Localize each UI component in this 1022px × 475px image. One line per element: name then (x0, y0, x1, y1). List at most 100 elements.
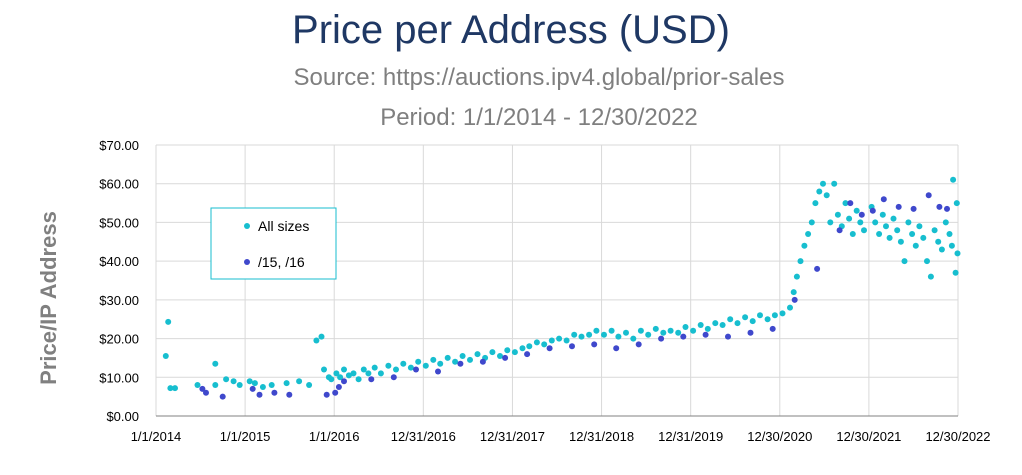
point-all-sizes (912, 242, 919, 249)
point-15-16 (613, 345, 620, 352)
point-15-16 (944, 205, 950, 212)
y-tick-label: $50.00 (99, 215, 139, 230)
x-tick-label: 12/30/2021 (836, 429, 901, 444)
point-all-sizes (452, 358, 459, 365)
point-all-sizes (162, 353, 169, 359)
point-all-sizes (890, 215, 897, 222)
point-15-16 (203, 389, 209, 396)
point-15-16 (910, 205, 917, 212)
point-all-sizes (601, 331, 607, 338)
x-tick-label: 12/31/2019 (658, 429, 723, 444)
point-all-sizes (623, 329, 629, 336)
point-all-sizes (519, 345, 526, 352)
y-tick-label: $20.00 (99, 332, 139, 347)
point-all-sizes (901, 258, 908, 265)
point-all-sizes (883, 223, 889, 230)
point-all-sizes (808, 219, 815, 226)
point-15-16 (680, 333, 687, 340)
legend-marker-all-sizes (244, 223, 250, 229)
point-all-sizes (645, 331, 652, 338)
point-15-16 (199, 385, 206, 392)
point-all-sizes (167, 385, 174, 392)
legend: All sizes /15, /16 (210, 207, 337, 280)
point-all-sizes (842, 200, 849, 207)
point-all-sizes (615, 333, 622, 340)
point-15-16 (769, 325, 776, 332)
x-tick-label: 12/30/2020 (747, 429, 812, 444)
point-all-sizes (931, 227, 938, 234)
point-all-sizes (400, 360, 407, 367)
y-tick-label: $10.00 (99, 370, 139, 385)
point-all-sizes (230, 378, 237, 385)
point-15-16 (880, 196, 887, 203)
point-all-sizes (318, 333, 325, 340)
legend-marker-15-16 (244, 259, 250, 265)
point-15-16 (524, 351, 531, 358)
point-15-16 (836, 227, 843, 234)
point-all-sizes (897, 238, 904, 245)
point-all-sizes (682, 324, 689, 330)
point-all-sizes (861, 227, 867, 234)
point-15-16 (925, 192, 932, 199)
point-all-sizes (757, 312, 763, 319)
point-all-sizes (886, 234, 893, 241)
point-15-16 (869, 207, 876, 214)
point-15-16 (502, 354, 509, 361)
point-all-sizes (296, 378, 303, 385)
point-all-sizes (920, 234, 927, 241)
point-all-sizes (779, 310, 786, 317)
point-15-16 (546, 345, 553, 352)
point-15-16 (457, 360, 464, 367)
point-15-16 (479, 358, 486, 365)
point-all-sizes (355, 376, 362, 383)
point-all-sizes (333, 370, 340, 377)
y-tick-label: $60.00 (99, 177, 139, 192)
point-all-sizes (578, 333, 585, 340)
point-15-16 (635, 341, 642, 348)
point-all-sizes (377, 370, 384, 377)
point-all-sizes (894, 227, 901, 234)
point-all-sizes (876, 231, 883, 237)
point-all-sizes (652, 325, 659, 332)
point-all-sizes (526, 343, 533, 350)
point-15-16 (332, 389, 339, 396)
data-points (162, 176, 961, 400)
point-all-sizes (742, 314, 749, 321)
point-all-sizes (306, 382, 313, 388)
point-all-sizes (371, 364, 378, 371)
point-all-sizes (172, 385, 178, 392)
point-all-sizes (857, 219, 864, 226)
x-tick-label: 12/30/2022 (925, 429, 990, 444)
point-all-sizes (246, 378, 253, 385)
point-all-sizes (637, 327, 644, 334)
point-15-16 (368, 376, 375, 383)
legend-box (210, 207, 337, 280)
point-15-16 (435, 368, 441, 375)
point-15-16 (702, 331, 709, 338)
point-all-sizes (823, 192, 830, 199)
point-all-sizes (341, 366, 347, 373)
x-tick-label: 1/1/2014 (131, 429, 182, 444)
point-all-sizes (415, 358, 422, 365)
point-all-sizes (337, 374, 344, 381)
point-all-sizes (719, 322, 726, 328)
point-all-sizes (556, 335, 563, 342)
point-all-sizes (511, 349, 518, 356)
legend-label-all-sizes: All sizes (258, 218, 309, 234)
y-tick-label: $70.00 (99, 138, 139, 153)
point-all-sizes (734, 320, 741, 327)
point-15-16 (814, 265, 821, 272)
point-15-16 (858, 211, 865, 218)
point-all-sizes (879, 211, 886, 218)
point-all-sizes (697, 322, 704, 328)
point-all-sizes (787, 304, 793, 311)
point-all-sizes (764, 316, 771, 323)
point-all-sizes (313, 337, 320, 344)
point-all-sizes (952, 269, 959, 276)
point-all-sizes (430, 356, 437, 363)
legend-label-15-16: /15, /16 (258, 254, 305, 270)
point-all-sizes (853, 207, 860, 214)
point-all-sizes (801, 242, 808, 249)
point-all-sizes (474, 351, 481, 358)
tick-labels: 1/1/2014 1/1/2015 1/1/2016 12/31/2016 12/31/… (99, 138, 990, 444)
